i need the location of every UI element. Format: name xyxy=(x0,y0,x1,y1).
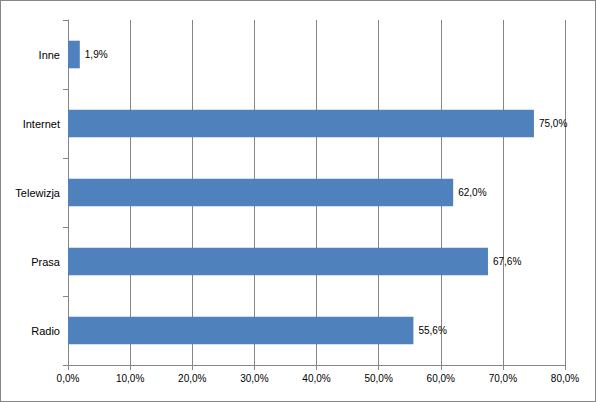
svg-text:60,0%: 60,0% xyxy=(427,373,455,384)
svg-text:62,0%: 62,0% xyxy=(458,187,486,198)
svg-text:55,6%: 55,6% xyxy=(418,325,446,336)
svg-text:20,0%: 20,0% xyxy=(178,373,206,384)
svg-text:Radio: Radio xyxy=(31,325,60,337)
svg-text:0,0%: 0,0% xyxy=(57,373,80,384)
svg-text:70,0%: 70,0% xyxy=(489,373,517,384)
svg-text:10,0%: 10,0% xyxy=(116,373,144,384)
svg-text:67,6%: 67,6% xyxy=(493,256,521,267)
svg-text:80,0%: 80,0% xyxy=(551,373,579,384)
svg-text:Telewizja: Telewizja xyxy=(15,187,61,199)
svg-text:40,0%: 40,0% xyxy=(302,373,330,384)
svg-text:30,0%: 30,0% xyxy=(240,373,268,384)
svg-text:1,9%: 1,9% xyxy=(85,49,108,60)
svg-text:50,0%: 50,0% xyxy=(364,373,392,384)
svg-text:75,0%: 75,0% xyxy=(539,118,567,129)
svg-text:Internet: Internet xyxy=(23,118,60,130)
svg-text:Prasa: Prasa xyxy=(31,256,61,268)
svg-text:Inne: Inne xyxy=(39,49,60,61)
